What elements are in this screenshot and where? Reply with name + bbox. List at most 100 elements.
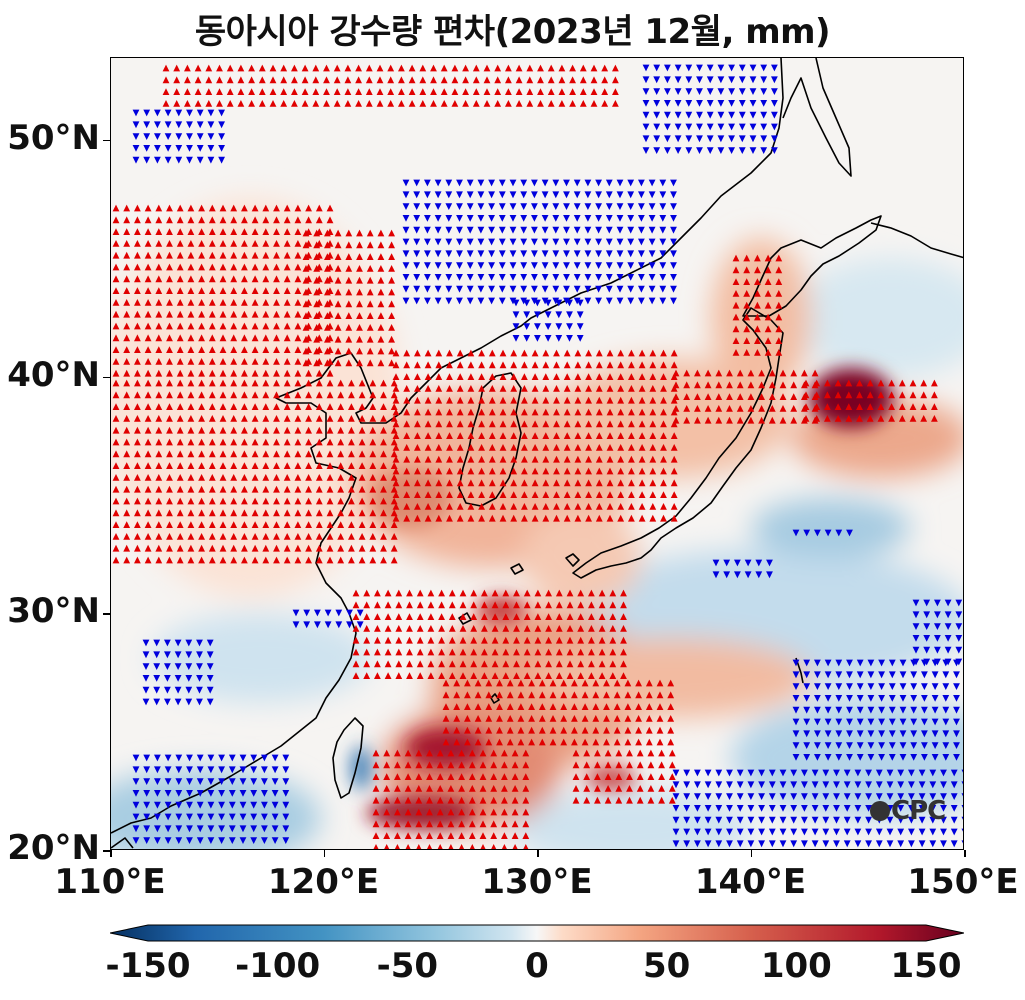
negative-marker — [758, 769, 765, 777]
positive-marker — [446, 373, 453, 380]
positive-marker — [478, 385, 485, 392]
island-coastline — [490, 693, 500, 704]
negative-marker — [164, 801, 172, 809]
negative-marker — [908, 828, 915, 836]
negative-marker — [552, 238, 560, 246]
negative-marker — [196, 801, 204, 809]
colorbar-tick-label: 150 — [890, 946, 962, 986]
negative-marker — [886, 840, 894, 848]
positive-marker — [283, 369, 291, 377]
negative-marker — [552, 215, 560, 222]
positive-marker — [155, 240, 163, 247]
positive-marker — [123, 544, 131, 552]
positive-marker — [521, 385, 528, 392]
positive-marker — [456, 432, 464, 439]
anomaly-cores — [351, 368, 893, 829]
positive-marker — [813, 379, 821, 387]
negative-marker — [498, 179, 506, 187]
positive-marker — [123, 533, 131, 540]
positive-marker — [166, 204, 173, 212]
positive-marker — [390, 509, 398, 517]
negative-marker — [175, 778, 183, 785]
positive-marker — [403, 420, 411, 428]
positive-marker — [251, 415, 259, 422]
positive-marker — [419, 64, 427, 72]
negative-marker — [218, 121, 225, 129]
positive-marker — [438, 660, 445, 668]
positive-marker — [660, 467, 667, 475]
positive-marker — [415, 796, 423, 804]
positive-marker — [176, 358, 184, 365]
negative-marker — [931, 742, 939, 749]
positive-marker — [313, 359, 321, 367]
negative-marker — [846, 695, 853, 702]
negative-marker — [509, 274, 517, 281]
negative-marker — [918, 816, 926, 824]
positive-marker — [251, 369, 259, 377]
positive-marker — [468, 796, 476, 804]
positive-marker — [427, 625, 435, 632]
negative-marker — [534, 323, 541, 330]
positive-marker — [403, 385, 411, 392]
positive-marker — [219, 426, 227, 434]
negative-marker — [424, 274, 431, 281]
positive-marker — [502, 589, 510, 597]
positive-marker — [230, 556, 238, 564]
positive-marker — [458, 796, 465, 804]
positive-marker — [427, 660, 435, 668]
positive-marker — [187, 251, 195, 259]
negative-marker — [670, 297, 677, 305]
negative-marker — [132, 778, 140, 785]
negative-marker — [653, 111, 661, 119]
negative-marker — [931, 683, 939, 690]
positive-marker — [155, 533, 163, 540]
positive-marker — [419, 76, 427, 84]
positive-marker — [732, 254, 740, 262]
positive-marker — [424, 396, 432, 404]
negative-marker — [627, 238, 635, 246]
positive-marker — [326, 474, 334, 481]
positive-marker — [834, 391, 842, 399]
positive-marker — [612, 64, 619, 72]
positive-marker — [435, 373, 443, 380]
negative-marker — [488, 238, 495, 246]
positive-marker — [123, 334, 131, 342]
positive-marker — [315, 497, 323, 505]
positive-marker — [403, 455, 411, 463]
positive-marker — [334, 312, 342, 319]
kuril-coastline — [870, 222, 963, 259]
positive-marker — [464, 703, 471, 710]
positive-marker — [628, 396, 635, 404]
positive-marker — [670, 444, 678, 451]
positive-marker — [609, 636, 617, 644]
positive-marker — [334, 300, 342, 308]
positive-marker — [594, 761, 601, 769]
positive-marker — [208, 287, 216, 294]
positive-marker — [251, 299, 259, 306]
negative-marker — [638, 262, 645, 269]
negative-marker — [566, 335, 573, 342]
negative-marker — [878, 706, 885, 714]
positive-marker — [453, 738, 461, 746]
negative-marker — [573, 274, 581, 281]
positive-marker — [280, 100, 288, 107]
positive-marker — [515, 88, 523, 95]
positive-marker — [345, 253, 353, 260]
positive-marker — [553, 420, 560, 428]
positive-marker — [668, 761, 676, 769]
positive-marker — [404, 785, 412, 792]
positive-marker — [521, 479, 528, 487]
negative-marker — [595, 262, 602, 269]
negative-marker — [648, 191, 656, 199]
negative-marker — [648, 203, 656, 210]
negative-marker — [271, 813, 279, 821]
positive-marker — [387, 76, 395, 84]
positive-marker — [522, 808, 530, 816]
positive-marker — [348, 438, 355, 446]
positive-marker — [569, 88, 576, 95]
positive-marker — [528, 726, 535, 734]
negative-marker — [672, 840, 680, 848]
positive-marker — [531, 349, 539, 357]
positive-marker — [658, 761, 665, 769]
negative-marker — [498, 297, 506, 305]
